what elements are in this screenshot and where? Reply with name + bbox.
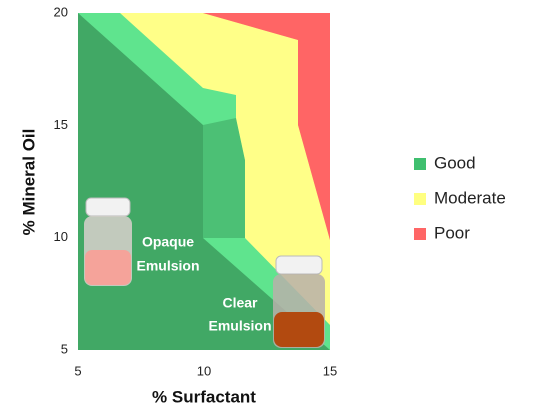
x-tick-label: 10 (197, 363, 211, 378)
jar-lid (86, 198, 130, 216)
annotation: Emulsion (136, 258, 199, 274)
y-tick-label: 15 (54, 117, 68, 132)
jar-liquid (274, 312, 324, 347)
legend-label: Good (434, 153, 476, 172)
annotation: Opaque (142, 234, 194, 250)
y-tick-label: 5 (61, 341, 68, 356)
legend-swatch (414, 228, 426, 240)
annotation: Clear (222, 295, 258, 311)
chart: Opaque Emulsion Clear Emulsion % Surfact… (0, 0, 545, 410)
jar-lid (276, 256, 322, 274)
clear-jar (273, 256, 325, 348)
x-tick-label: 15 (323, 363, 337, 378)
x-axis-title: % Surfactant (152, 387, 256, 406)
region-good-mid (203, 118, 245, 238)
legend-swatch (414, 158, 426, 170)
legend-label: Moderate (434, 188, 506, 207)
y-tick-label: 10 (54, 229, 68, 244)
x-tick-label: 5 (74, 363, 81, 378)
opaque-jar (84, 198, 132, 286)
legend-label: Poor (434, 223, 470, 242)
y-axis-title: % Mineral Oil (19, 129, 38, 236)
y-tick-label: 20 (54, 4, 68, 19)
annotation: Emulsion (208, 318, 271, 334)
legend-swatch (414, 193, 426, 205)
jar-liquid (85, 250, 131, 285)
